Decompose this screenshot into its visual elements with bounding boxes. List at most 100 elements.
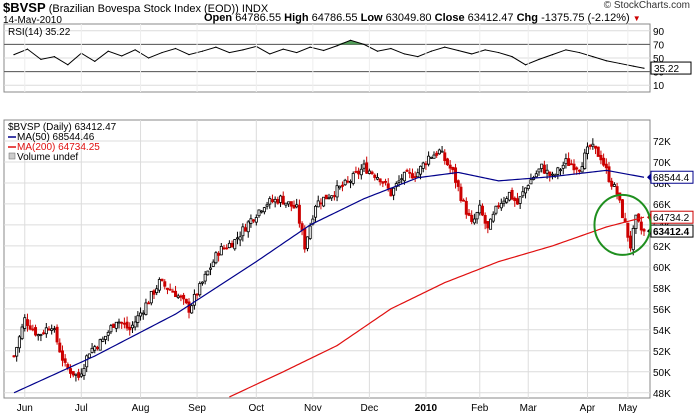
candle-body (572, 163, 576, 171)
price-candle (424, 161, 428, 170)
candle-body (440, 150, 444, 153)
candle-body (537, 168, 541, 173)
close-label: Close (434, 12, 465, 24)
candle-body (225, 247, 229, 250)
candle-body (74, 373, 78, 376)
rsi-tick-label: 70 (653, 40, 665, 51)
price-candle (198, 281, 202, 297)
candle-body (480, 205, 484, 216)
price-candle (122, 317, 126, 329)
price-candle (330, 195, 334, 201)
price-candle (440, 146, 444, 153)
price-candle (524, 187, 528, 199)
price-candle (359, 164, 363, 180)
price-candle (15, 346, 19, 362)
candle-body (63, 358, 67, 363)
price-candle (98, 338, 102, 351)
x-tick-label: Jul (75, 403, 88, 414)
candle-body (575, 167, 579, 170)
price-candle (179, 294, 183, 302)
candle-body (629, 235, 633, 249)
price-tick-label: 58K (653, 284, 671, 295)
candle-body (346, 180, 350, 183)
candle-body (273, 198, 277, 203)
candle-body (381, 181, 385, 184)
price-candle (114, 321, 118, 333)
rsi-point (53, 56, 55, 58)
price-candle (456, 179, 460, 192)
rsi-tick-label: 90 (653, 27, 665, 38)
price-candle (200, 281, 204, 286)
rsi-point (26, 48, 29, 50)
rsi-point (605, 60, 607, 62)
price-candle (112, 323, 116, 328)
price-candle (77, 368, 81, 381)
candle-body (241, 226, 245, 237)
price-candle (502, 196, 506, 207)
candle-body (386, 183, 390, 189)
price-candle (87, 353, 91, 359)
candle-body (254, 217, 258, 223)
candle-body (152, 290, 156, 295)
candle-body (631, 228, 635, 251)
price-candle (421, 161, 425, 173)
candle-body (550, 173, 554, 176)
rsi-point (215, 46, 217, 48)
candle-body (637, 213, 641, 222)
candle-body (174, 290, 178, 298)
rsi-point (13, 54, 15, 56)
price-candle (459, 183, 463, 203)
price-tick-label: 56K (653, 305, 671, 316)
candle-body (93, 346, 97, 351)
candle-body (79, 373, 83, 377)
price-candle (235, 231, 239, 245)
candle-body (209, 267, 213, 270)
candle-body (497, 205, 501, 208)
candle-body (402, 171, 406, 182)
candle-body (327, 197, 331, 200)
price-candle (28, 319, 32, 331)
price-candle (195, 293, 199, 300)
candle-body (526, 185, 530, 190)
candle-body (370, 171, 374, 175)
candle-body (219, 246, 223, 256)
candle-body (144, 302, 148, 315)
rsi-point (336, 45, 338, 47)
x-tick-label: Oct (249, 403, 265, 414)
candle-body (47, 328, 51, 331)
rsi-point (148, 57, 150, 59)
price-candle (292, 200, 296, 209)
candle-body (149, 290, 153, 304)
candle-body (82, 367, 86, 376)
candle-body (634, 214, 638, 229)
close-value: 63412.47 (467, 12, 514, 24)
ma50-line (13, 169, 645, 394)
candle-body (599, 154, 603, 161)
price-candle (381, 181, 385, 188)
price-candle (117, 318, 121, 329)
price-candle (384, 178, 388, 186)
candle-body (55, 326, 59, 343)
candle-body (451, 166, 455, 171)
rsi-legend: RSI(14) 35.22 (8, 27, 71, 38)
candle-body (588, 145, 592, 147)
candle-body (618, 192, 622, 201)
price-candle (314, 204, 318, 222)
candle-body (52, 328, 56, 331)
price-candle (486, 221, 490, 234)
rsi-point (403, 53, 405, 55)
candle-body (252, 219, 256, 222)
candle-body (249, 218, 253, 224)
price-candle (95, 345, 99, 351)
rsi-point (524, 64, 527, 66)
price-candle (526, 184, 530, 191)
candle-body (540, 163, 544, 169)
price-candle (335, 180, 339, 202)
x-tick-label: Aug (132, 403, 150, 414)
candle-body (58, 342, 62, 353)
candle-body (42, 332, 46, 335)
price-candle (537, 168, 541, 176)
rsi-point (174, 47, 177, 50)
x-tick-label: Nov (304, 403, 322, 414)
candle-body (502, 200, 506, 204)
